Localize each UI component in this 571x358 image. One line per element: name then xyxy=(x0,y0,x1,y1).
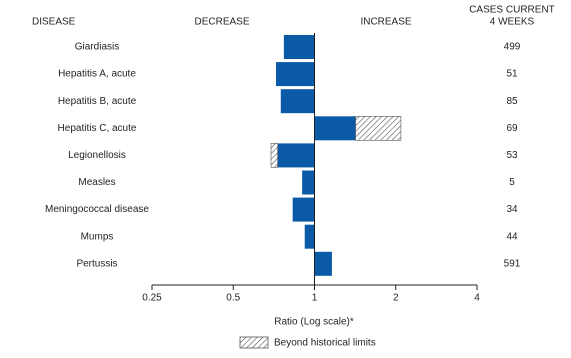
bar xyxy=(292,197,315,222)
bar xyxy=(314,116,356,141)
bar xyxy=(314,251,332,276)
bar-beyond-limits xyxy=(355,116,402,141)
header-cases: CASES CURRENT xyxy=(469,5,555,16)
header-disease: DISEASE xyxy=(32,17,76,28)
cases-value: 44 xyxy=(506,231,518,242)
category-label: Hepatitis A, acute xyxy=(58,69,136,80)
category-label: Meningococcal disease xyxy=(45,204,149,215)
bar-beyond-limits xyxy=(270,143,278,168)
category-label: Hepatitis B, acute xyxy=(58,96,137,107)
bar xyxy=(304,224,315,249)
category-label: Pertussis xyxy=(76,258,117,269)
legend-label: Beyond historical limits xyxy=(274,338,376,349)
category-label: Mumps xyxy=(81,231,114,242)
cases-value: 85 xyxy=(506,96,518,107)
category-label: Giardiasis xyxy=(75,42,119,53)
bar xyxy=(277,143,315,168)
cases-value: 53 xyxy=(506,150,518,161)
header-increase: INCREASE xyxy=(360,17,411,28)
cases-value: 591 xyxy=(504,258,521,269)
x-tick-label: 4 xyxy=(474,293,480,304)
bar xyxy=(283,35,315,59)
cases-value: 51 xyxy=(506,69,518,80)
cases-value: 34 xyxy=(506,204,518,215)
category-label: Hepatitis C, acute xyxy=(58,123,137,134)
bar xyxy=(302,170,315,195)
x-tick-label: 0.25 xyxy=(142,293,162,304)
header-cases: 4 WEEKS xyxy=(490,17,535,28)
x-tick-label: 2 xyxy=(393,293,399,304)
cases-value: 499 xyxy=(504,42,521,53)
x-tick-label: 0.5 xyxy=(226,293,240,304)
legend-swatch xyxy=(239,336,269,349)
bar xyxy=(275,62,315,87)
cases-value: 5 xyxy=(509,177,515,188)
bar xyxy=(280,89,315,114)
cases-value: 69 xyxy=(506,123,518,134)
category-label: Legionellosis xyxy=(68,150,126,161)
x-tick-label: 1 xyxy=(312,293,318,304)
category-label: Measles xyxy=(78,177,115,188)
header-decrease: DECREASE xyxy=(194,17,249,28)
x-axis-label: Ratio (Log scale)* xyxy=(274,317,354,328)
